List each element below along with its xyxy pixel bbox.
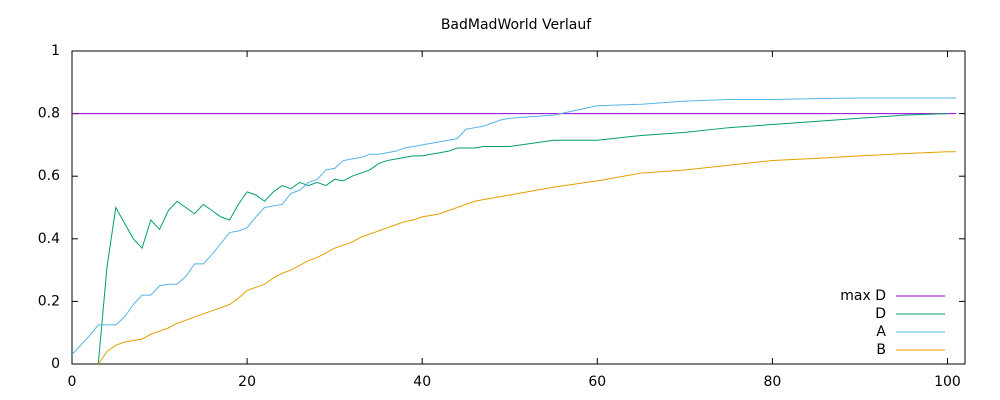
y-tick-label: 0.2 <box>38 293 60 309</box>
y-tick-label: 0.4 <box>38 231 60 247</box>
y-tick-label: 0.6 <box>38 168 60 184</box>
y-tick-label: 1 <box>51 43 60 59</box>
x-tick-label: 60 <box>588 374 606 390</box>
legend-label: B <box>876 342 886 358</box>
x-tick-label: 20 <box>238 374 256 390</box>
series-line <box>97 151 957 365</box>
legend-label: A <box>876 324 886 340</box>
legend-label: D <box>875 306 886 322</box>
x-tick-label: 40 <box>413 374 431 390</box>
chart-title: BadMadWorld Verlauf <box>441 17 592 33</box>
series-line <box>97 113 948 365</box>
x-tick-label: 100 <box>934 374 961 390</box>
plot-frame <box>71 50 966 365</box>
series-line <box>71 97 957 355</box>
x-tick-label: 80 <box>763 374 781 390</box>
legend-label: max D <box>840 288 886 304</box>
y-tick-label: 0 <box>51 356 60 372</box>
y-tick-label: 0.8 <box>38 106 60 122</box>
x-tick-label: 0 <box>68 374 77 390</box>
